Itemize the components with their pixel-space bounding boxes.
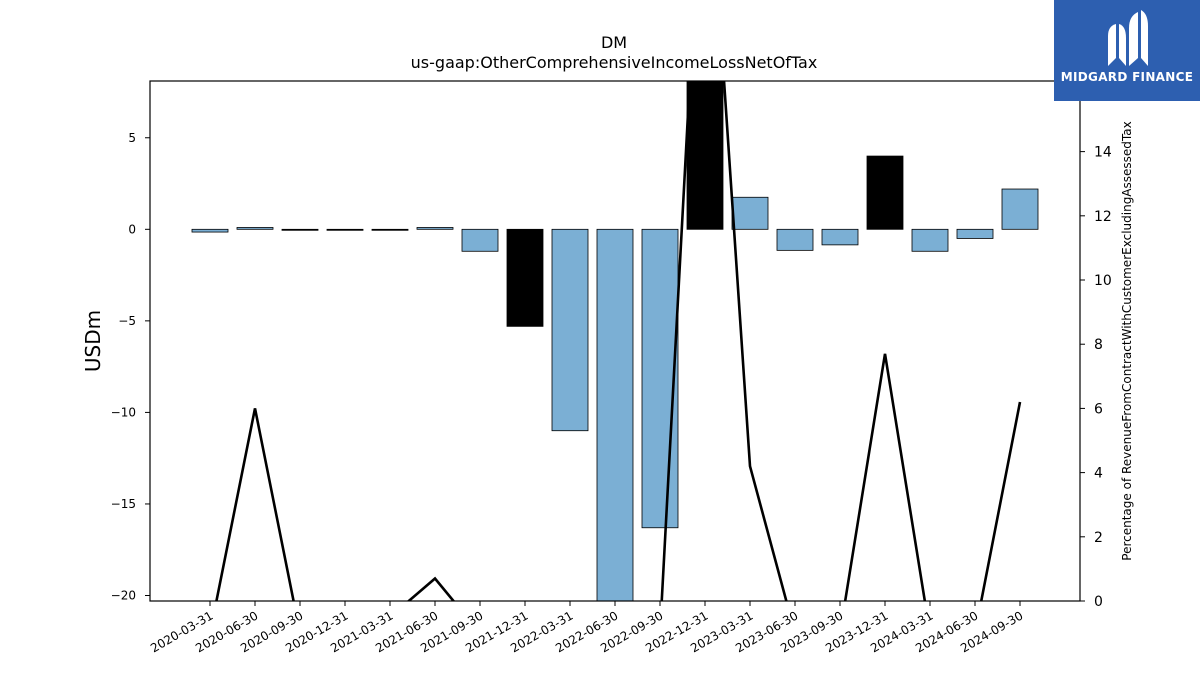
- bar-2020-12-31: [326, 228, 364, 231]
- y2-tick-label: 10: [1094, 273, 1112, 289]
- y-tick-label: 0: [128, 222, 136, 236]
- bar-2024-03-31: [911, 228, 949, 252]
- y2-axis-label: Percentage of RevenueFromContractWithCus…: [1120, 121, 1134, 560]
- y2-tick-label: 12: [1094, 209, 1112, 225]
- y2-tick-label: 8: [1094, 337, 1103, 353]
- chart-title: DM: [601, 33, 627, 52]
- bar-2020-09-30: [281, 228, 319, 231]
- y-tick-label: 5: [128, 131, 136, 145]
- chart-subtitle: us-gaap:OtherComprehensiveIncomeLossNetO…: [411, 53, 818, 72]
- y-axis-label: USDm: [81, 310, 105, 372]
- bar-2022-12-31: [686, 81, 724, 230]
- bars-layer: [191, 81, 1039, 601]
- bar-2022-06-30: [596, 228, 634, 601]
- bar-2023-09-30: [821, 228, 859, 246]
- bar-2023-06-30: [776, 228, 814, 251]
- bar-2023-12-31: [866, 155, 904, 230]
- bar-2024-09-30: [1001, 188, 1039, 230]
- bar-2023-03-31: [731, 196, 769, 230]
- bar-2022-09-30: [641, 228, 679, 529]
- bar-2022-03-31: [551, 228, 589, 432]
- x-axis: 2020-03-312020-06-302020-09-302020-12-31…: [148, 601, 1026, 655]
- bar-2021-06-30: [416, 227, 454, 230]
- y2-tick-label: 2: [1094, 530, 1103, 546]
- bar-2020-03-31: [191, 228, 229, 233]
- line-layer: [215, 81, 1022, 601]
- y-tick-label: −5: [118, 314, 136, 328]
- line-series: [215, 81, 1022, 601]
- logo-icon: [1108, 10, 1148, 66]
- bar-2021-03-31: [371, 228, 409, 231]
- midgard-finance-logo: MIDGARD FINANCE: [1054, 0, 1200, 101]
- y2-tick-label: 14: [1094, 145, 1112, 161]
- bar-2020-06-30: [236, 227, 274, 230]
- logo-text: MIDGARD FINANCE: [1060, 70, 1194, 84]
- bar-2021-09-30: [461, 228, 499, 252]
- y-axis-right: 0 2 4 6 8 10 12 14: [1080, 145, 1112, 610]
- y-tick-label: −15: [111, 497, 136, 511]
- y-tick-label: −20: [111, 589, 136, 603]
- bar-2024-06-30: [956, 228, 994, 239]
- y2-tick-label: 4: [1094, 466, 1103, 482]
- y-axis-left: 5 0 −5 −10 −15 −20: [111, 131, 150, 603]
- bar-2021-12-31: [506, 228, 544, 327]
- y2-tick-label: 6: [1094, 401, 1103, 417]
- y2-tick-label: 0: [1094, 594, 1103, 610]
- y-tick-label: −10: [111, 405, 136, 419]
